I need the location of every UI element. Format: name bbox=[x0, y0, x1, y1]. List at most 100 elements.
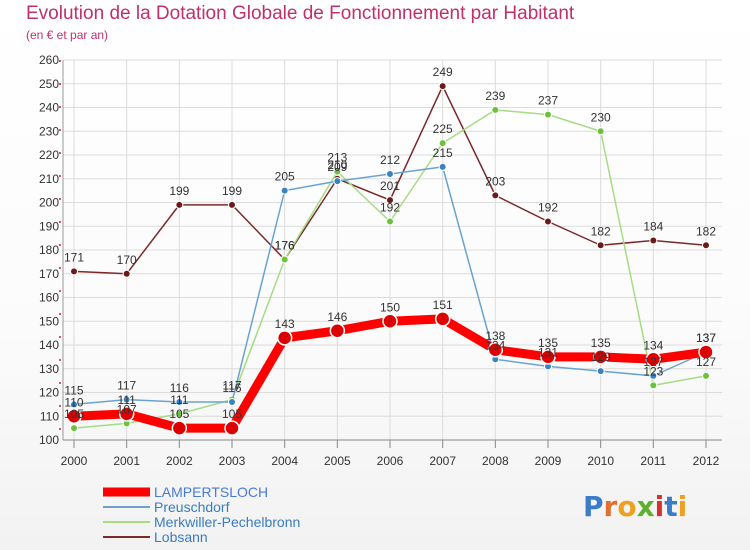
data-point bbox=[438, 162, 447, 171]
data-point bbox=[592, 349, 609, 365]
data-point bbox=[70, 400, 78, 409]
data-point bbox=[491, 105, 500, 114]
data-point bbox=[438, 139, 447, 148]
y-tick-label: 120 bbox=[39, 386, 59, 400]
x-tick-label: 2007 bbox=[429, 454, 456, 468]
data-label: 225 bbox=[433, 122, 453, 136]
series-lines bbox=[66, 82, 714, 436]
logo-text: Proxiti bbox=[583, 490, 687, 523]
y-tick-label: 210 bbox=[39, 172, 59, 186]
data-point bbox=[596, 367, 605, 376]
y-tick-label: 140 bbox=[39, 338, 59, 352]
x-tick-label: 2001 bbox=[113, 454, 140, 468]
legend-entry: Merkwiller-Pechelbronn bbox=[154, 514, 300, 530]
data-label: 170 bbox=[117, 253, 137, 267]
data-label: 239 bbox=[485, 89, 505, 103]
data-point bbox=[649, 236, 658, 245]
data-label: 138 bbox=[485, 329, 505, 343]
grid bbox=[63, 59, 722, 441]
data-label: 182 bbox=[696, 224, 716, 238]
x-tick-label: 2012 bbox=[693, 454, 720, 468]
data-label: 135 bbox=[591, 336, 611, 350]
data-point bbox=[329, 323, 346, 339]
data-label: 151 bbox=[433, 298, 453, 312]
data-point bbox=[649, 371, 658, 380]
logo-letter: i bbox=[655, 490, 665, 523]
data-label: 117 bbox=[117, 379, 136, 393]
y-tick-label: 200 bbox=[39, 196, 59, 210]
data-point bbox=[434, 311, 451, 327]
data-point bbox=[175, 409, 184, 418]
data-label: 150 bbox=[380, 300, 400, 314]
data-point bbox=[66, 408, 82, 424]
data-point bbox=[118, 406, 135, 422]
data-label: 115 bbox=[64, 383, 83, 397]
y-tick-label: 260 bbox=[39, 53, 59, 67]
data-label: 137 bbox=[696, 331, 716, 345]
data-label: 105 bbox=[169, 407, 189, 421]
data-point bbox=[386, 217, 394, 226]
logo-letter: i bbox=[678, 490, 688, 523]
logo-letter: r bbox=[604, 490, 618, 523]
data-point bbox=[645, 351, 662, 367]
data-label: 117 bbox=[222, 379, 241, 393]
data-point bbox=[122, 395, 131, 404]
data-label: 143 bbox=[275, 317, 295, 331]
data-label: 213 bbox=[327, 151, 347, 165]
data-label: 237 bbox=[538, 94, 558, 108]
data-label: 137 bbox=[696, 331, 716, 345]
legend: LAMPERTSLOCHPreuschdorfMerkwiller-Pechel… bbox=[103, 484, 300, 545]
y-tick-label: 160 bbox=[39, 291, 59, 305]
data-point bbox=[487, 342, 504, 358]
data-label: 192 bbox=[538, 201, 558, 215]
data-point bbox=[702, 241, 710, 250]
data-label: 171 bbox=[64, 250, 84, 264]
data-point bbox=[698, 344, 714, 360]
x-tick-label: 2005 bbox=[324, 454, 351, 468]
logo-letter: P bbox=[583, 490, 604, 523]
data-label: 230 bbox=[591, 110, 611, 124]
data-point bbox=[596, 127, 605, 136]
data-label: 111 bbox=[118, 393, 137, 407]
y-tick-label: 110 bbox=[40, 409, 59, 423]
data-label: 205 bbox=[275, 170, 295, 184]
data-label: 135 bbox=[538, 336, 558, 350]
proxiti-logo: Proxiti bbox=[583, 490, 687, 523]
data-label: 127 bbox=[696, 355, 716, 369]
data-point bbox=[438, 82, 447, 91]
data-point bbox=[224, 420, 240, 436]
x-tick-label: 2009 bbox=[535, 454, 562, 468]
x-tick-label: 2006 bbox=[377, 454, 404, 468]
y-tick-label: 190 bbox=[39, 219, 59, 233]
data-label: 127 bbox=[643, 355, 663, 369]
data-label: 176 bbox=[275, 239, 295, 253]
logo-letter: t bbox=[664, 490, 677, 523]
data-point bbox=[171, 420, 188, 436]
data-point bbox=[491, 191, 500, 200]
axes: 100 110 120 130 140 150 160 170 180 190 200 210 220 2… bbox=[39, 53, 722, 468]
y-tick-label: 180 bbox=[39, 243, 59, 257]
data-label: 105 bbox=[64, 407, 84, 421]
data-point bbox=[175, 200, 184, 209]
x-tick-label: 2002 bbox=[166, 454, 193, 468]
x-tick-label: 2011 bbox=[640, 454, 666, 468]
chart-title: Evolution de la Dotation Globale de Fonc… bbox=[26, 3, 575, 24]
data-point bbox=[596, 241, 605, 250]
data-point bbox=[544, 110, 552, 119]
y-tick-label: 150 bbox=[39, 314, 59, 328]
x-tick-label: 2008 bbox=[482, 454, 509, 468]
logo-letter: o bbox=[617, 490, 636, 523]
data-label: 116 bbox=[170, 381, 189, 395]
data-point bbox=[544, 217, 552, 226]
data-label: 209 bbox=[327, 160, 347, 174]
data-label: 199 bbox=[222, 184, 242, 198]
data-point bbox=[280, 186, 289, 195]
data-label: 105 bbox=[222, 407, 242, 421]
data-label: 116 bbox=[222, 381, 241, 395]
data-label: 134 bbox=[485, 338, 505, 352]
data-label: 111 bbox=[170, 393, 189, 407]
data-point bbox=[702, 371, 710, 380]
y-tick-label: 250 bbox=[39, 77, 59, 91]
